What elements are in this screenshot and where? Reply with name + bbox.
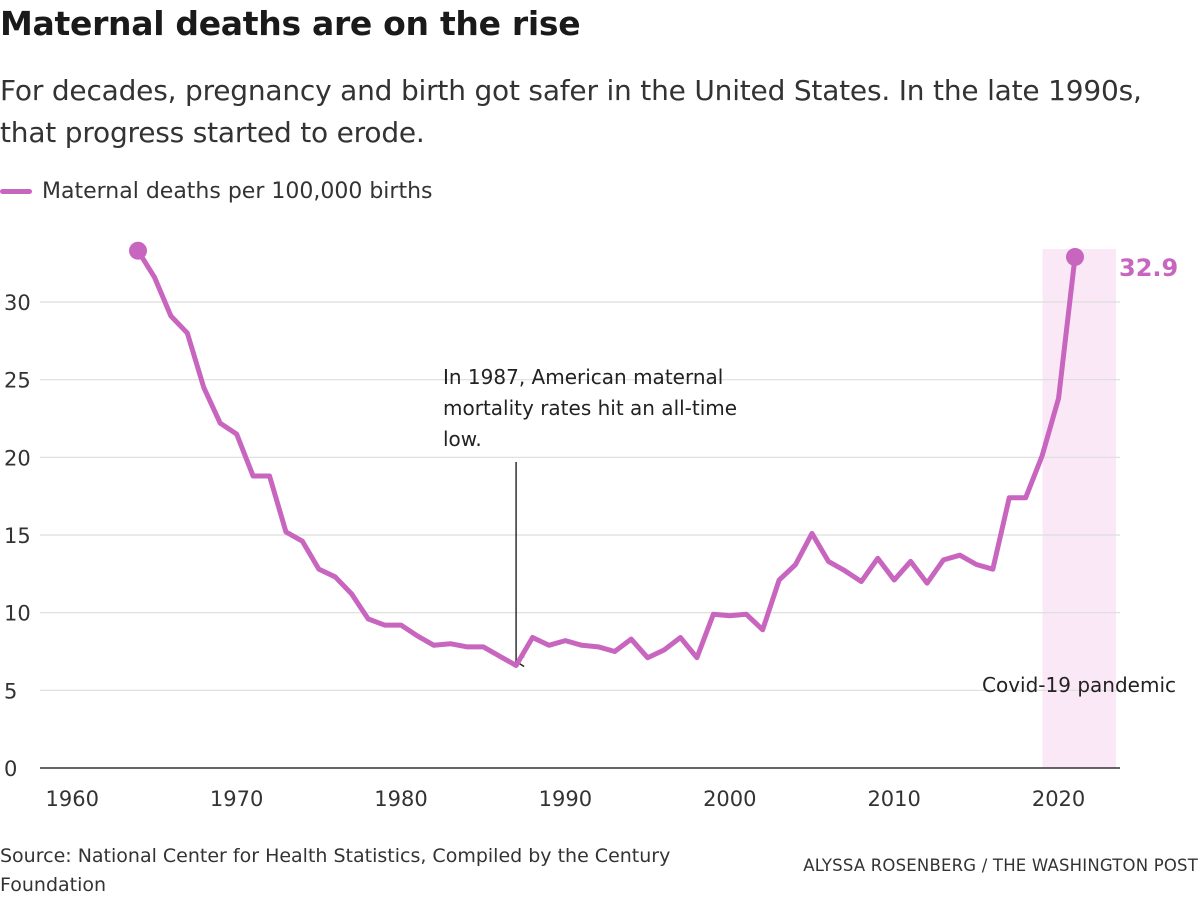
series-line-maternal-deaths	[135, 248, 1078, 668]
y-tick-label: 25	[4, 369, 31, 393]
source-note: Source: National Center for Health Stati…	[0, 845, 671, 896]
gridlines	[40, 301, 1120, 691]
end-value-label: 32.9	[1119, 254, 1178, 282]
annotation-text-line: In 1987, American maternal	[443, 365, 723, 389]
covid-shaded-region	[1042, 249, 1117, 768]
x-tick-label: 2000	[703, 787, 756, 811]
x-tick-label: 2020	[1032, 787, 1085, 811]
y-tick-label: 5	[4, 679, 17, 703]
y-tick-label: 30	[4, 291, 31, 315]
y-tick-label: 20	[4, 446, 31, 470]
credit-line: ALYSSA ROSENBERG / THE WASHINGTON POST	[803, 856, 1198, 875]
chart-subtitle: For decades, pregnancy and birth got saf…	[0, 74, 1142, 149]
x-axis-ticks: 1960 1970 1980 1990 2000 2010 2020	[46, 787, 1086, 811]
y-axis-ticks: 0 5 10 15 20 25 30	[4, 291, 31, 781]
end-point-marker	[1066, 247, 1084, 266]
x-tick-label: 2010	[867, 787, 920, 811]
annotation-text-line: mortality rates hit an all-time	[443, 396, 737, 420]
legend-label: Maternal deaths per 100,000 births	[42, 178, 433, 204]
annotation-text-line: low.	[443, 427, 482, 451]
legend: Maternal deaths per 100,000 births	[0, 176, 432, 206]
y-tick-label: 15	[4, 524, 31, 548]
y-tick-label: 0	[4, 757, 17, 781]
covid-pandemic-label: Covid-19 pandemic	[982, 673, 1176, 697]
legend-swatch	[0, 188, 32, 194]
annotation: In 1987, American maternal mortality rat…	[443, 365, 737, 668]
y-tick-label: 10	[4, 602, 31, 626]
x-tick-label: 1970	[210, 787, 263, 811]
x-tick-label: 1980	[374, 787, 427, 811]
x-tick-label: 1960	[46, 787, 99, 811]
start-point-marker	[129, 241, 147, 260]
chart-title: Maternal deaths are on the rise	[0, 4, 581, 43]
x-tick-label: 1990	[539, 787, 592, 811]
